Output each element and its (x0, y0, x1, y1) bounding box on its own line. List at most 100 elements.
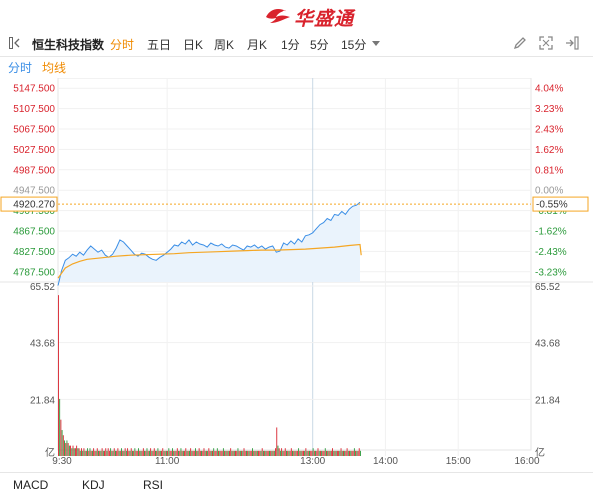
tab-5min[interactable]: 5分 (310, 38, 329, 52)
current-pct-label: -0.55% (536, 200, 568, 211)
indicator-tabs: MACD KDJ RSI (0, 472, 593, 495)
volume-bar (219, 450, 221, 456)
volume-bar (247, 450, 249, 456)
volume-bar (241, 450, 243, 456)
volume-bar (116, 450, 118, 456)
volume-bar (230, 448, 232, 456)
volume-bar (316, 450, 318, 456)
caret-down-icon[interactable] (371, 38, 381, 48)
volume-bar (245, 450, 247, 456)
volume-bar (59, 398, 61, 456)
volume-bar (343, 450, 344, 456)
tab-rsi[interactable]: RSI (143, 478, 164, 492)
tab-weekly-k[interactable]: 周K (214, 38, 235, 52)
volume-bar (133, 450, 135, 456)
volume-bar (208, 448, 210, 456)
volume-bar (111, 450, 113, 456)
volume-bar (94, 450, 96, 456)
volume-bar (163, 450, 165, 456)
volume-bar (90, 450, 92, 456)
volume-bar (130, 448, 132, 456)
tab-five-day[interactable]: 五日 (147, 38, 172, 52)
volume-bar (95, 450, 97, 456)
volume-bar (244, 450, 246, 456)
volume-bar (209, 450, 211, 456)
volume-bar (215, 450, 217, 456)
volume-bar (253, 450, 255, 456)
volume-unit-label: 亿 (45, 446, 55, 459)
volume-bar (91, 450, 93, 456)
fullscreen-icon[interactable] (538, 35, 554, 51)
volume-bar (146, 448, 148, 456)
volume-bar (229, 450, 230, 456)
volume-bar (330, 450, 332, 456)
volume-bar (359, 450, 361, 456)
app-header: 华盛通 (0, 0, 593, 30)
tab-kdj[interactable]: KDJ (82, 478, 105, 492)
volume-bar (134, 448, 136, 456)
intraday-chart[interactable]: 5147.500 4.04% 5107.500 3.23% 5067.500 2.43% 5… (0, 78, 593, 472)
volume-bar (261, 448, 263, 456)
volume-bar (290, 448, 292, 456)
volume-bar (98, 450, 99, 456)
tab-macd[interactable]: MACD (13, 478, 49, 492)
volume-bar (227, 450, 229, 456)
volume-bar (179, 450, 181, 456)
volume-bar (108, 450, 110, 456)
volume-tick-label: 65.52 (30, 282, 55, 293)
subtab-average[interactable]: 均线 (42, 61, 67, 75)
volume-bar (356, 450, 358, 456)
volume-bar (346, 448, 348, 456)
volume-bar (107, 448, 109, 456)
volume-bar (284, 448, 286, 456)
time-tick-label: 16:00 (514, 456, 539, 467)
collapse-panel-icon[interactable] (9, 37, 21, 49)
volume-bar (305, 448, 307, 456)
pct-tick-label: 3.23% (535, 104, 563, 115)
volume-bar (100, 450, 102, 456)
volume-bar (184, 450, 186, 456)
volume-bar (88, 450, 90, 456)
volume-bar (60, 419, 62, 456)
volume-bar (172, 448, 173, 456)
volume-bar (118, 450, 120, 456)
volume-bar (324, 448, 326, 456)
volume-bar (162, 448, 164, 456)
tab-1min[interactable]: 1分 (281, 38, 300, 52)
volume-bar (81, 448, 82, 456)
volume-bar (65, 443, 67, 456)
volume-bar (334, 450, 336, 456)
volume-bar (136, 450, 138, 456)
subtab-intraday[interactable]: 分时 (8, 61, 33, 75)
price-tick-label: 4947.500 (13, 186, 55, 197)
volume-bar (249, 450, 251, 456)
volume-bar (258, 450, 260, 456)
volume-bar (62, 435, 64, 456)
volume-bar (323, 450, 325, 456)
volume-bar (300, 450, 302, 456)
volume-bar (106, 450, 108, 456)
volume-bar (192, 450, 194, 456)
volume-bar (301, 450, 303, 456)
volume-bar (260, 450, 262, 456)
volume-bar (155, 450, 156, 456)
volume-bar (294, 450, 296, 456)
time-tick-label: 15:00 (446, 456, 471, 467)
volume-bar (349, 450, 350, 456)
tab-daily-k[interactable]: 日K (183, 38, 204, 52)
volume-bar (186, 450, 188, 456)
volume-bar (317, 448, 319, 456)
volume-bar (122, 450, 124, 456)
tab-intraday[interactable]: 分时 (110, 38, 135, 52)
exit-icon[interactable] (564, 35, 580, 51)
price-tick-label: 5067.500 (13, 125, 55, 136)
volume-bar (310, 450, 312, 456)
volume-bar (312, 448, 314, 456)
tab-15min[interactable]: 15分 (341, 38, 367, 52)
volume-bar (222, 448, 224, 456)
volume-bar (67, 443, 69, 456)
pencil-icon[interactable] (512, 35, 528, 51)
tab-monthly-k[interactable]: 月K (247, 38, 268, 52)
volume-bar (73, 448, 75, 456)
volume-tick-label-right: 21.84 (535, 395, 560, 406)
